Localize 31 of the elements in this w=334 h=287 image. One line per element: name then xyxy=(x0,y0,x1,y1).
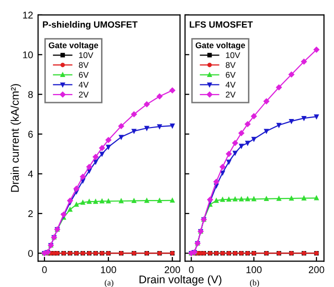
x-tick-label: 200 xyxy=(164,266,180,274)
legend-label: 6V xyxy=(78,72,89,78)
y-tick-label: 6 xyxy=(28,130,33,138)
x-tick-label: 200 xyxy=(308,266,324,274)
legend-label: 4V xyxy=(78,82,89,88)
legend-title: Gate voltage xyxy=(48,42,98,50)
x-tick-label: 0 xyxy=(42,266,47,274)
legend-label: 2V xyxy=(226,92,236,98)
legend-label: 2V xyxy=(78,92,89,98)
text: P-shielding UMOSFET xyxy=(42,21,138,30)
legend-label: 8V xyxy=(226,62,236,68)
text: (b) xyxy=(250,280,259,287)
legend-label: 8V xyxy=(78,62,89,68)
y-tick-label: 8 xyxy=(28,91,33,98)
text: LFS UMOSFET xyxy=(190,21,253,28)
y-tick-label: 10 xyxy=(23,51,33,58)
y-tick-label: 2 xyxy=(28,210,33,218)
x-tick-label: 0 xyxy=(188,266,194,274)
y-tick-label: 12 xyxy=(23,12,33,18)
text: (a) xyxy=(104,280,114,287)
legend-label: 10V xyxy=(226,52,240,58)
legend-label: 10V xyxy=(79,52,94,58)
legend-title: Gate voltage xyxy=(196,42,246,50)
y-tick-label: 0 xyxy=(28,250,33,257)
x-tick-label: 100 xyxy=(246,266,262,274)
x-axis-title: Drain voltage (V) xyxy=(140,275,222,286)
y-tick-label: 4 xyxy=(28,170,33,178)
x-tick-label: 100 xyxy=(101,266,116,274)
legend-label: 4V xyxy=(226,82,236,88)
y-axis-title: Drain current (kA/cm²) xyxy=(10,84,22,192)
legend-label: 6V xyxy=(226,72,236,78)
